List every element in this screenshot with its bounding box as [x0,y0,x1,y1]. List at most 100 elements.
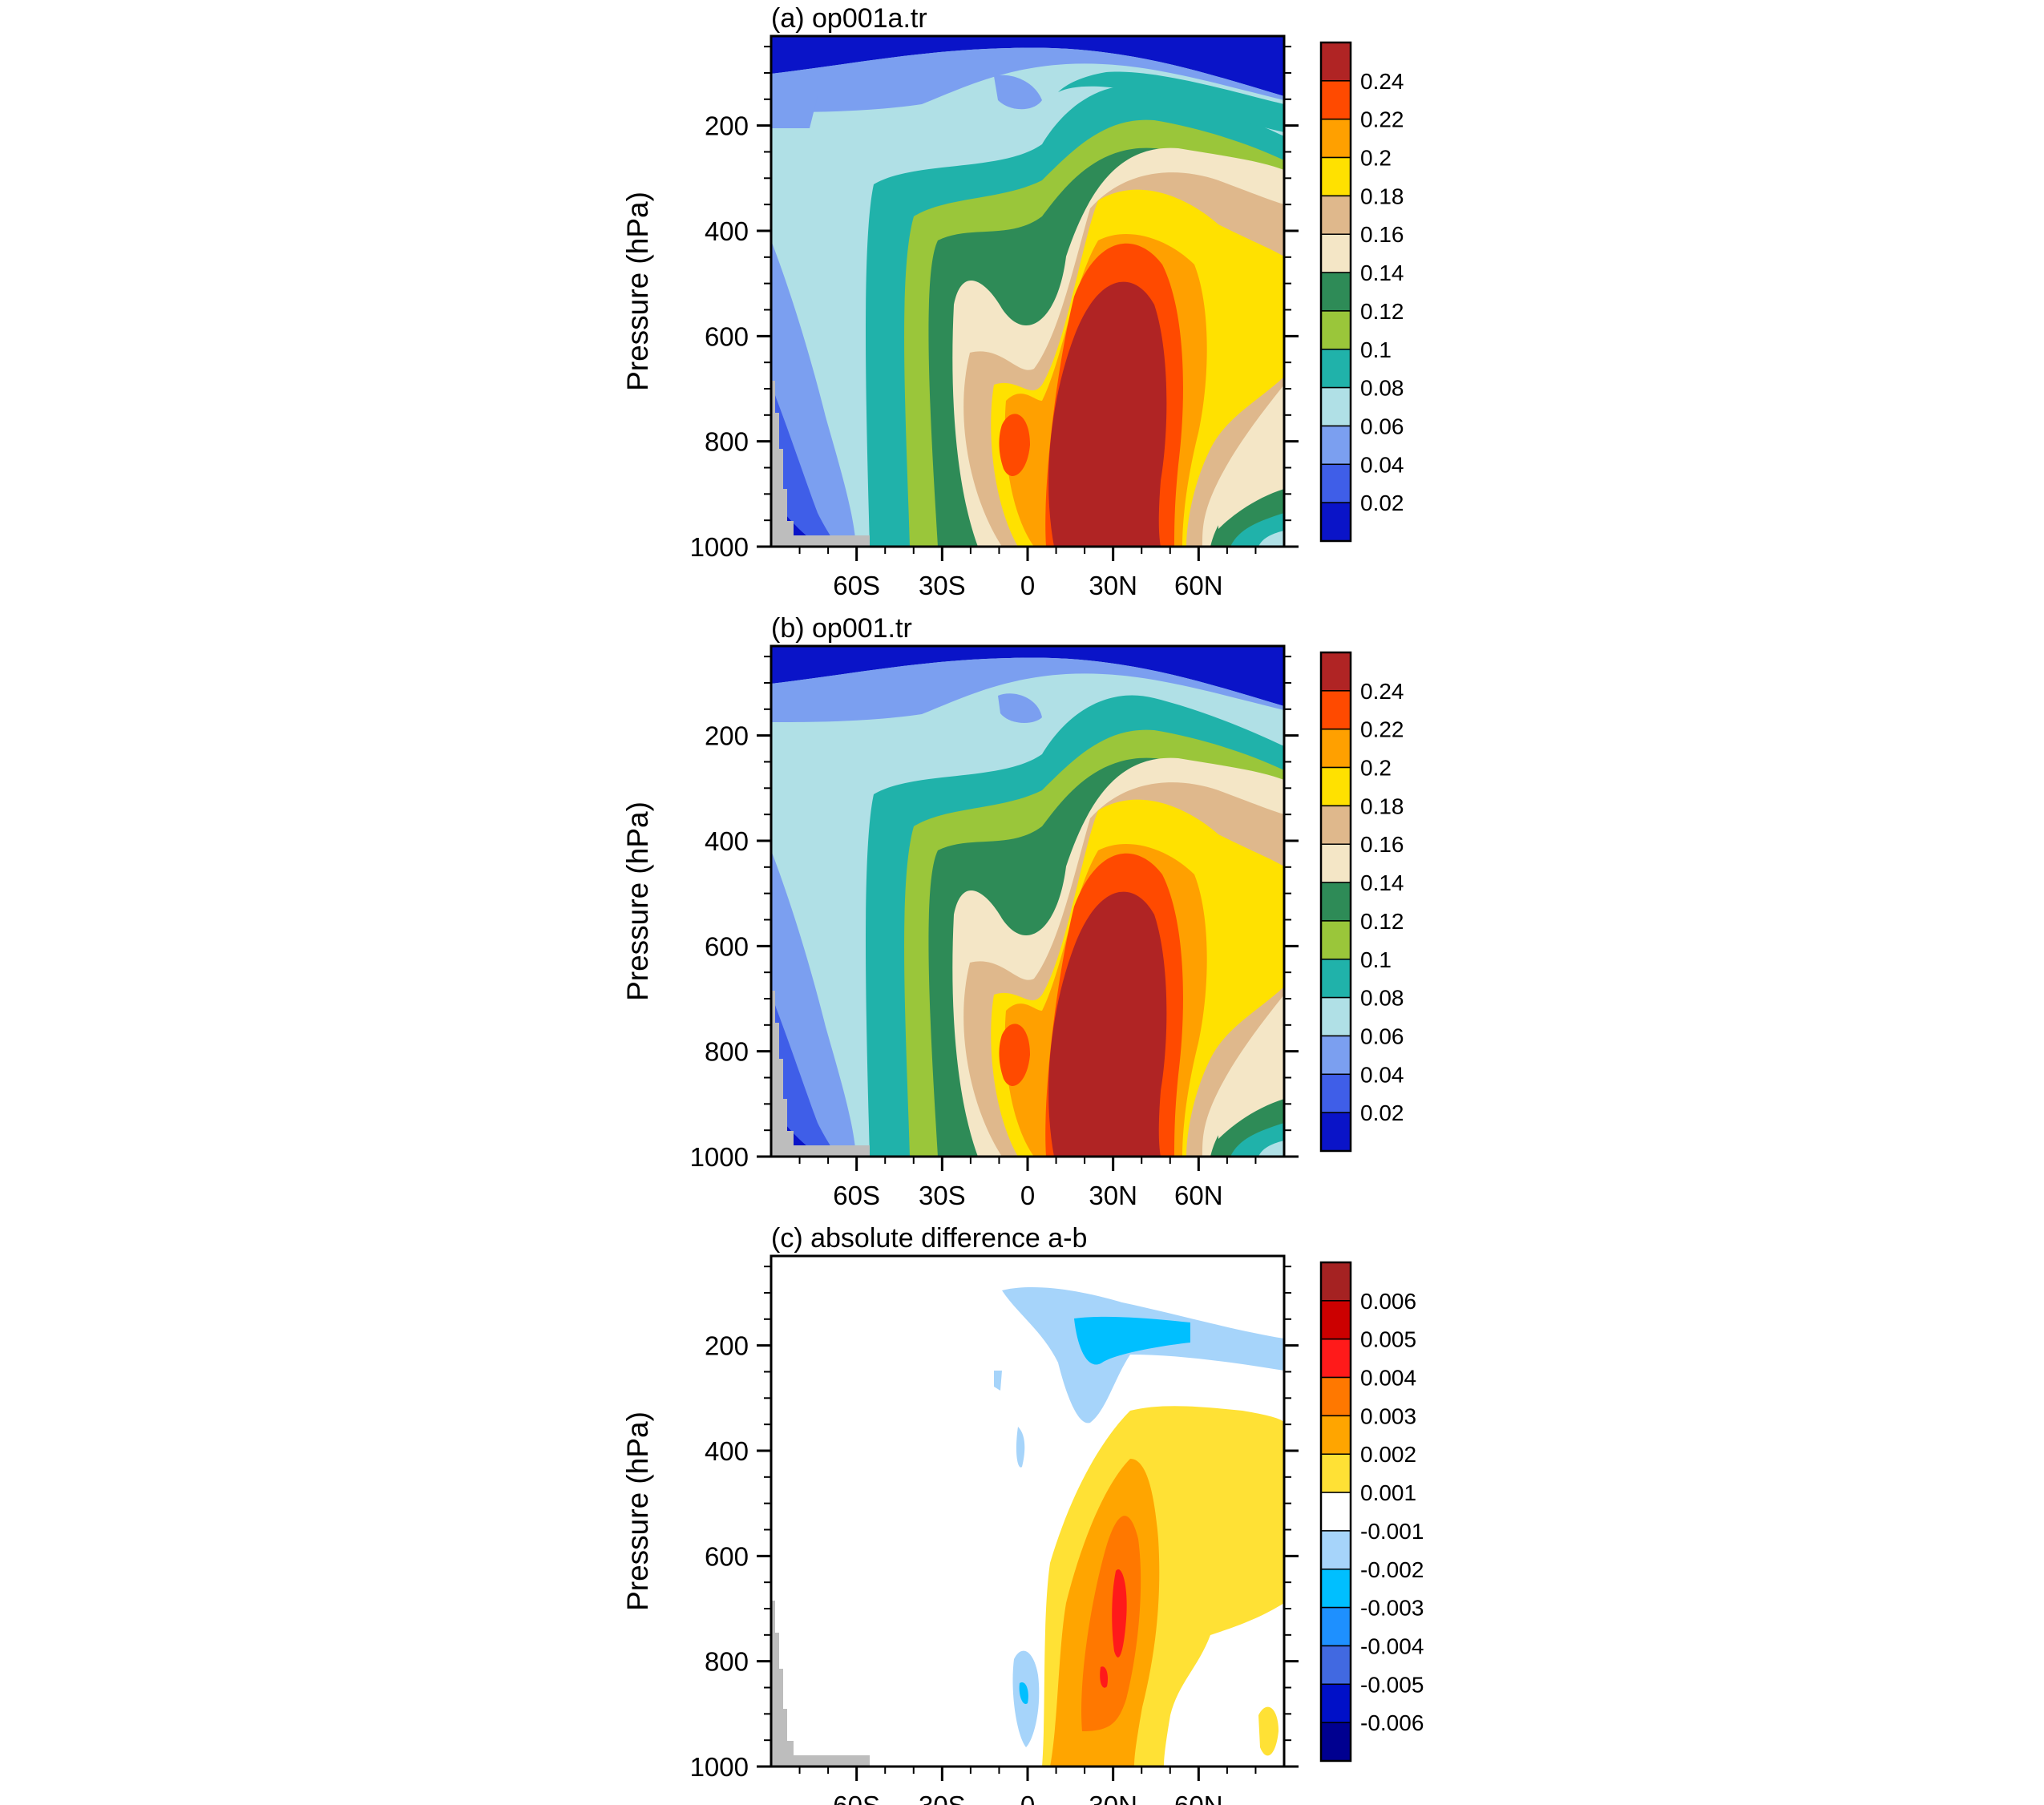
panel-a-colorbar-label: 0.08 [1360,376,1404,401]
panel-c-ytick-label: 200 [705,1331,749,1361]
panel-c-xtick-label: 0 [1020,1791,1035,1805]
panel-c-colorbar-box [1320,1645,1351,1686]
panel-b-colorbar-box [1320,766,1351,807]
panel-b-colorbar-label: 0.08 [1360,986,1404,1011]
panel-c-xtick-label: 60N [1174,1791,1223,1805]
panel-a-colorbar-label: 0.04 [1360,452,1404,477]
panel-a-colorbar-label: 0.02 [1360,491,1404,515]
panel-b-ytick-label: 1000 [690,1142,749,1172]
panel-b-colorbar-label: 0.12 [1360,909,1404,934]
panel-b-colorbar-label: 0.1 [1360,947,1392,972]
panel-b-colorbar-label: 0.18 [1360,793,1404,818]
panel-b-colorbar-box [1320,1073,1351,1113]
panel-a-colorbar-box [1320,233,1351,273]
panel-a-colorbar-box [1320,272,1351,312]
panel-c-xtick-label: 30N [1089,1791,1137,1805]
panel-c-title: (c) absolute difference a-b [771,1223,1087,1254]
panel-a-colorbar-box [1320,195,1351,235]
panel-c-colorbar-frame [1319,1261,1352,1763]
panel-b-colorbar-box [1320,959,1351,999]
panel-c-colorbar-label: 0.003 [1360,1403,1416,1428]
panel-a-colorbar-label: 0.12 [1360,299,1404,324]
panel-b: (b) op001.tr [770,613,1286,1158]
panel-a: (a) op001a.tr [770,3,1286,548]
panel-b-colorbar-box [1320,728,1351,769]
panel-a-ytick-label: 600 [705,321,749,351]
panel-c-colorbar-box [1320,1262,1351,1302]
panel-c-colorbar-box [1320,1722,1351,1762]
panel-a-colorbar-box [1320,42,1351,82]
axes-and-colorbars: 200 400 600 800 1000 60S 30S 0 30N 60N Pressure (h… [621,41,1424,1805]
panel-c-colorbar-label: -0.001 [1360,1519,1424,1544]
panel-a-ytick-label: 800 [705,427,749,457]
panel-c-colorbar-box [1320,1453,1351,1493]
panel-b-colorbar-label: 0.22 [1360,717,1404,742]
panel-c-xtick-label: 30S [919,1791,966,1805]
panel-b-colorbar-box [1320,920,1351,960]
panel-a-colorbar-label: 0.14 [1360,260,1404,285]
panel-c-colorbar-label: 0.001 [1360,1480,1416,1505]
panel-a-colorbar-box [1320,386,1351,427]
panel-c-ytick-label: 400 [705,1436,749,1466]
panel-b-colorbar-box [1320,805,1351,845]
panel-a-colorbar-box [1320,502,1351,542]
panel-a-colorbar-label: 0.18 [1360,184,1404,208]
panel-a-xtick-label: 0 [1020,571,1035,600]
panel-b-colorbar-label: 0.2 [1360,756,1392,781]
panel-b-xtick-label: 0 [1020,1181,1035,1210]
panel-a-colorbar-frame [1319,41,1352,543]
panel-b-ytick-label: 200 [705,721,749,751]
panel-c-colorbar-label: 0.005 [1360,1327,1416,1352]
panel-a-ytick-label: 400 [705,216,749,246]
panel-c-colorbar-box [1320,1415,1351,1455]
panel-b-colorbar-box [1320,843,1351,883]
panel-a-colorbar-label: 0.1 [1360,337,1392,362]
panel-c-colorbar-label: 0.006 [1360,1289,1416,1314]
panel-b-colorbar-label: 0.04 [1360,1062,1404,1087]
panel-a-colorbar-box [1320,156,1351,197]
panel-b-ylabel: Pressure (hPa) [621,802,654,1001]
panel-c-colorbar-label: -0.002 [1360,1557,1424,1582]
panel-b-xtick-label: 60S [833,1181,880,1210]
panel-b-colorbar-box [1320,1112,1351,1152]
panel-a-xtick-label: 60S [833,571,880,600]
panel-c-ytick-label: 800 [705,1647,749,1677]
panel-b-xtick-label: 60N [1174,1181,1223,1210]
panel-c: (c) absolute difference a-b [770,1223,1286,1768]
panel-a-colorbar-box [1320,310,1351,350]
panel-a-colorbar-box [1320,425,1351,466]
panel-b-ytick-label: 400 [705,826,749,856]
panel-a-xtick-label: 30N [1089,571,1137,600]
panel-a-contours [771,36,1284,547]
panel-a-xtick-label: 30S [919,571,966,600]
panel-c-ytick-label: 1000 [690,1752,749,1782]
panel-c-ytick-label: 600 [705,1541,749,1571]
panel-b-colorbar-label: 0.24 [1360,679,1404,704]
panel-b-ytick-label: 800 [705,1037,749,1067]
panel-c-colorbar-label: -0.004 [1360,1633,1424,1658]
panel-a-ytick-label: 1000 [690,532,749,562]
panel-a-ytick-label: 200 [705,111,749,141]
panel-b-colorbar-label: 0.14 [1360,870,1404,895]
panel-c-colorbar-box [1320,1338,1351,1379]
panel-c-contours [771,1256,1284,1767]
panel-a-colorbar-box [1320,463,1351,503]
panel-a-colorbar-box [1320,80,1351,120]
panel-c-colorbar-label: -0.006 [1360,1710,1424,1735]
panel-c-colorbar-box [1320,1376,1351,1417]
panel-c-ylabel: Pressure (hPa) [621,1411,654,1611]
panel-c-colorbar-box [1320,1606,1351,1647]
panel-c-colorbar-box [1320,1492,1351,1532]
panel-b-colorbar-label: 0.16 [1360,832,1404,857]
panel-b-colorbar-box [1320,1035,1351,1076]
panel-b-title: (b) op001.tr [771,613,912,644]
panel-b-colorbar-label: 0.06 [1360,1024,1404,1048]
panel-b-contours [771,646,1284,1157]
panel-c-xtick-label: 60S [833,1791,880,1805]
panel-c-colorbar-label: -0.003 [1360,1596,1424,1621]
panel-c-colorbar-label: -0.005 [1360,1672,1424,1697]
panel-b-colorbar-box [1320,882,1351,922]
panel-a-colorbar-label: 0.24 [1360,69,1404,94]
panel-b-colorbar-box [1320,690,1351,730]
